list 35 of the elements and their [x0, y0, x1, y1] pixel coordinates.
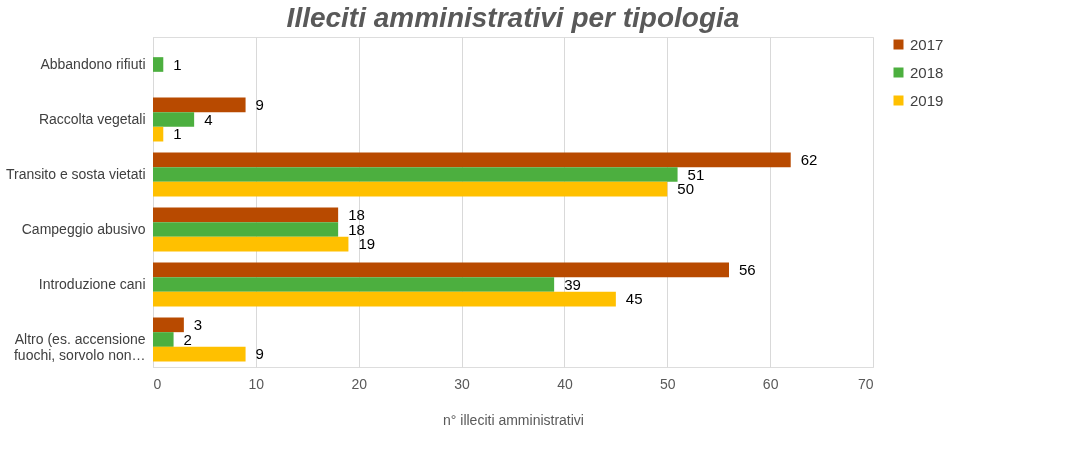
data-label: 9: [255, 95, 264, 113]
y-tick-label: Altro (es. accensione fuochi, sorvolo non…: [13, 330, 146, 363]
data-label: 2: [183, 330, 192, 348]
data-label: 3: [193, 315, 203, 333]
data-label: 50: [677, 180, 694, 198]
x-axis-title: n° illeciti amministrativi: [443, 411, 584, 428]
chart-title: Illeciti amministrativi per tipologia: [286, 2, 740, 33]
legend-label: 2018: [910, 63, 944, 81]
data-label: 1: [173, 125, 182, 143]
data-label: 45: [625, 290, 643, 308]
data-label: 4: [204, 110, 213, 128]
legend-label: 2017: [910, 35, 944, 53]
x-tick-label: 0: [153, 375, 162, 392]
data-label: 1: [173, 55, 182, 73]
data-label: 39: [564, 275, 581, 293]
y-tick-label: Transito e sosta vietati: [5, 165, 146, 182]
x-tick-label: 10: [248, 375, 265, 392]
x-tick-label: 60: [762, 375, 779, 392]
x-tick-label: 50: [660, 375, 676, 392]
x-tick-label: 70: [857, 375, 874, 392]
y-tick-label: Introduzione cani: [38, 275, 146, 292]
data-label: 9: [255, 345, 264, 363]
y-tick-label: Abbandono rifiuti: [40, 55, 146, 72]
x-tick-label: 20: [351, 375, 368, 392]
data-label: 18: [348, 220, 365, 238]
y-tick-label: Raccolta vegetali: [38, 110, 146, 127]
data-label: 19: [358, 235, 376, 253]
x-tick-label: 40: [557, 375, 573, 392]
data-label: 62: [800, 150, 818, 168]
data-label: 51: [687, 165, 705, 183]
legend-label: 2019: [910, 91, 944, 109]
data-label: 18: [348, 205, 365, 223]
data-label: 56: [739, 260, 756, 278]
x-tick-label: 30: [454, 375, 471, 392]
y-tick-label: Campeggio abusivo: [21, 220, 146, 237]
